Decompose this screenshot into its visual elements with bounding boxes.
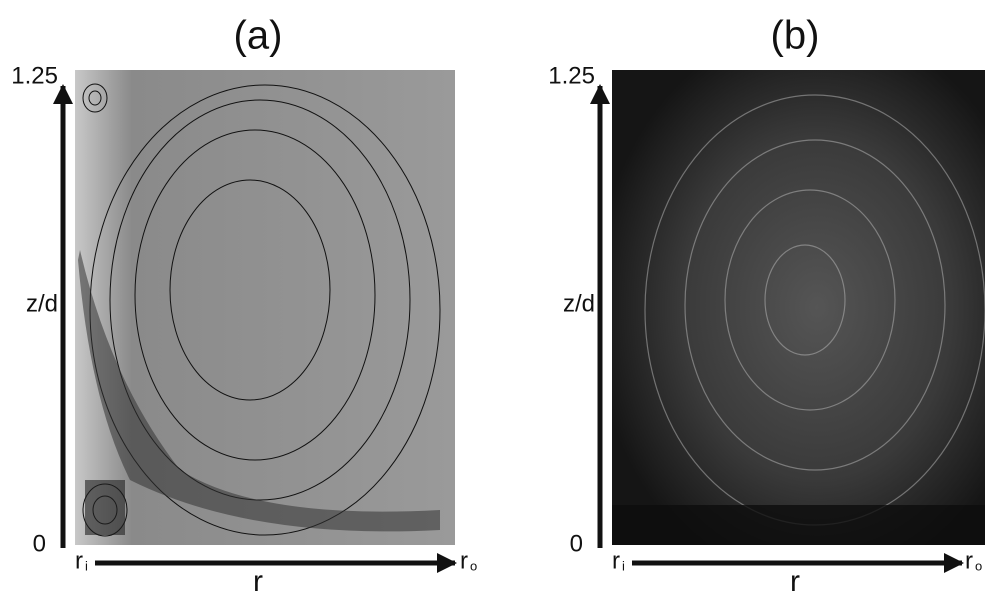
- x-start-subscript: i: [85, 558, 88, 573]
- x-end-label: r: [965, 547, 973, 574]
- panel-a-image: [75, 70, 455, 545]
- panel-b-image: [612, 70, 985, 545]
- x-axis-label: r: [790, 565, 800, 597]
- y-bottom-label: 0: [33, 530, 46, 557]
- x-start-label: r: [75, 547, 83, 574]
- y-top-label: 1.25: [11, 62, 58, 89]
- x-axis-label: r: [253, 565, 263, 597]
- panel-label: (b): [771, 14, 820, 58]
- x-end-subscript: o: [975, 558, 982, 573]
- panel-label: (a): [234, 14, 283, 58]
- x-start-subscript: i: [622, 558, 625, 573]
- y-top-label: 1.25: [548, 62, 595, 89]
- axes: [53, 84, 964, 573]
- y-axis-label: z/d: [563, 290, 595, 317]
- y-bottom-label: 0: [570, 530, 583, 557]
- y-axis-label: z/d: [26, 290, 58, 317]
- x-start-label: r: [612, 547, 620, 574]
- x-end-subscript: o: [470, 558, 477, 573]
- x-end-label: r: [460, 547, 468, 574]
